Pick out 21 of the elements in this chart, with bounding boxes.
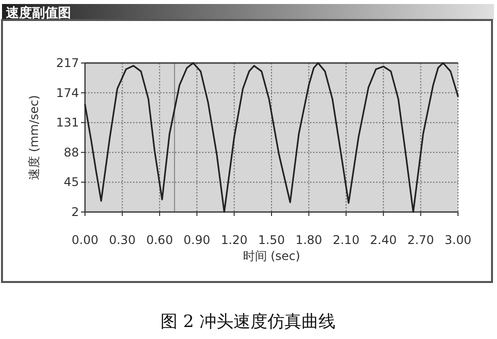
y-tick-label: 88 xyxy=(64,145,79,160)
y-tick-label: 217 xyxy=(56,56,79,70)
x-tick-label: 1.80 xyxy=(295,233,322,247)
y-tick-label: 131 xyxy=(56,116,79,130)
y-tick-label: 45 xyxy=(64,175,79,190)
x-tick-label: 3.00 xyxy=(444,233,472,247)
caption: 图 2 冲头速度仿真曲线 xyxy=(160,312,336,332)
x-tick-label: 2.70 xyxy=(407,233,434,247)
x-tick-label: 1.20 xyxy=(220,233,248,247)
y-axis-title: 速度 (mm/sec) xyxy=(27,95,41,180)
y-tick-label: 174 xyxy=(56,86,79,100)
x-tick-label: 0.60 xyxy=(146,233,173,247)
x-tick-label: 2.40 xyxy=(370,233,397,247)
x-tick-label: 0.00 xyxy=(72,233,98,247)
chart-title: 速度副值图 xyxy=(6,5,71,21)
x-tick-label: 2.10 xyxy=(332,233,360,247)
x-tick-label: 0.30 xyxy=(108,233,136,247)
x-axis-title: 时间 (sec) xyxy=(242,249,300,263)
x-tick-label: 1.50 xyxy=(258,233,285,247)
x-tick-label: 0.90 xyxy=(184,233,210,247)
y-tick-label: 2 xyxy=(71,205,79,219)
